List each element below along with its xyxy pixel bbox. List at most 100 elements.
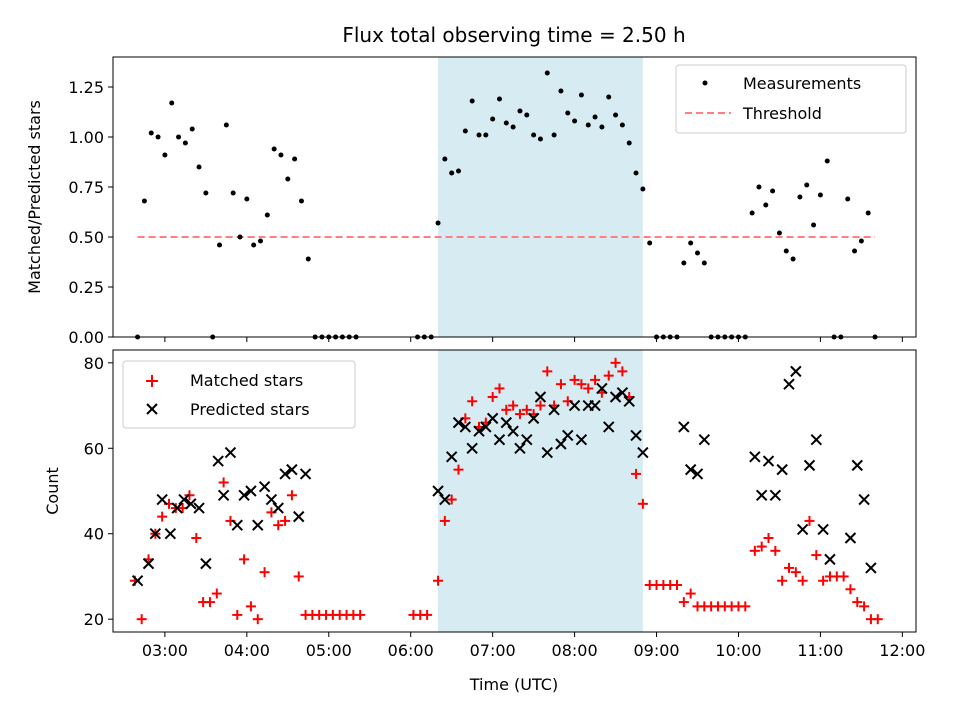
measurement-point <box>305 256 311 262</box>
measurement-point <box>647 240 653 246</box>
matched-star-point <box>252 614 263 625</box>
predicted-star-point <box>783 378 795 390</box>
measurement-point <box>244 196 250 202</box>
matched-star-point <box>218 477 229 488</box>
measurement-point <box>551 132 557 138</box>
predicted-star-point <box>851 459 863 472</box>
legend-measurements-marker <box>702 80 708 86</box>
predicted-star-point <box>459 421 472 433</box>
predicted-star-point <box>432 485 444 497</box>
matched-star-point <box>514 409 525 420</box>
measurement-point <box>517 108 523 114</box>
predicted-star-point <box>755 489 768 501</box>
predicted-star-point <box>279 468 291 480</box>
matched-star-point <box>783 562 794 573</box>
predicted-star-point <box>844 532 857 544</box>
matched-star-point <box>191 533 202 543</box>
predicted-star-point <box>684 463 697 476</box>
legend-predicted-marker <box>146 403 158 415</box>
bot-y-tick-label: 80 <box>84 354 104 373</box>
matched-star-point <box>439 515 450 526</box>
measurement-point <box>271 146 277 152</box>
measurement-point <box>694 250 700 256</box>
matched-star-point <box>453 464 464 475</box>
matched-star-point <box>555 379 566 390</box>
measurement-point <box>852 248 858 254</box>
matched-star-point <box>872 614 883 625</box>
predicted-star-point <box>164 528 177 540</box>
predicted-star-point <box>691 468 704 480</box>
matched-star-point <box>797 575 808 586</box>
matched-star-point <box>852 597 863 608</box>
matched-star-point <box>355 609 366 620</box>
top-y-tick-label: 0.75 <box>68 178 104 197</box>
x-tick-label: 08:00 <box>552 641 598 660</box>
measurement-point <box>251 242 257 248</box>
top-y-ticks: 0.00 0.25 0.50 0.75 1.00 1.25 <box>68 78 113 347</box>
matched-star-point <box>590 374 601 385</box>
predicted-star-point <box>796 523 809 536</box>
predicted-star-point <box>803 459 816 472</box>
predicted-star-point <box>258 481 271 493</box>
top-y-tick-label: 0.50 <box>68 228 104 247</box>
predicted-star-point <box>224 446 237 459</box>
top-y-tick-label: 0.00 <box>68 328 104 347</box>
measurement-point <box>264 212 270 218</box>
legend-threshold-label: Threshold <box>742 104 822 123</box>
predicted-star-point <box>790 365 802 378</box>
measurement-point <box>783 248 789 254</box>
predicted-star-point <box>142 557 155 570</box>
matched-star-point <box>859 601 870 612</box>
measurement-point <box>155 134 161 140</box>
measurement-point <box>189 126 195 132</box>
predicted-star-point <box>299 468 312 480</box>
matched-star-point <box>740 601 751 612</box>
predicted-star-point <box>762 455 775 467</box>
measurement-point <box>203 190 209 196</box>
measurement-point <box>756 184 762 190</box>
matched-star-point <box>790 567 801 578</box>
measurement-point <box>640 186 646 192</box>
predicted-star-point <box>555 438 567 450</box>
bottom-x-ticks: 03:00 04:00 05:00 06:00 07:00 08:00 09:00 10:00… <box>142 632 925 660</box>
measurement-point <box>503 120 509 126</box>
legend-measurements-label: Measurements <box>743 74 861 93</box>
matched-star-point <box>508 400 519 411</box>
matched-star-point <box>501 404 512 415</box>
bot-y-tick-label: 20 <box>84 610 104 629</box>
predicted-star-point <box>217 489 230 501</box>
measurement-point <box>449 170 455 176</box>
matched-star-point <box>542 366 553 377</box>
measurement-point <box>633 170 639 176</box>
matched-star-point <box>245 601 256 612</box>
matched-star-point <box>617 366 628 377</box>
predicted-star-point <box>293 510 305 523</box>
matched-star-point <box>259 567 270 578</box>
matched-star-point <box>569 374 580 385</box>
matched-star-point <box>804 515 815 526</box>
matched-star-point <box>467 396 478 407</box>
matched-star-point <box>770 545 781 556</box>
predicted-star-point <box>286 463 298 476</box>
measurement-point <box>817 192 823 198</box>
matched-star-point <box>678 597 689 608</box>
predicted-star-point <box>521 434 533 446</box>
predicted-star-point <box>156 493 168 506</box>
predicted-star-point <box>603 421 615 433</box>
measurement-point <box>285 176 291 182</box>
top-legend: Measurements Threshold <box>675 64 907 134</box>
measurement-point <box>196 164 202 170</box>
predicted-star-point <box>473 425 485 437</box>
measurement-point <box>162 152 168 158</box>
bottom-legend-box <box>122 360 356 429</box>
measurement-point <box>483 132 489 138</box>
predicted-star-point <box>507 425 519 437</box>
matched-star-point <box>157 511 168 522</box>
predicted-star-point <box>486 412 499 425</box>
measurement-point <box>298 198 304 204</box>
measurement-point <box>230 190 236 196</box>
measurement-point <box>476 132 482 138</box>
top-y-tick-label: 0.25 <box>68 278 104 297</box>
measurement-point <box>176 134 182 140</box>
